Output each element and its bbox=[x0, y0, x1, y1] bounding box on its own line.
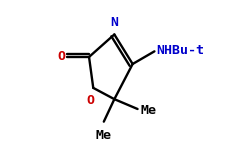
Text: O: O bbox=[57, 50, 65, 64]
Text: O: O bbox=[86, 94, 94, 107]
Text: N: N bbox=[110, 16, 118, 29]
Text: Me: Me bbox=[96, 129, 112, 142]
Text: NHBu-t: NHBu-t bbox=[157, 44, 205, 57]
Text: Me: Me bbox=[140, 104, 156, 117]
